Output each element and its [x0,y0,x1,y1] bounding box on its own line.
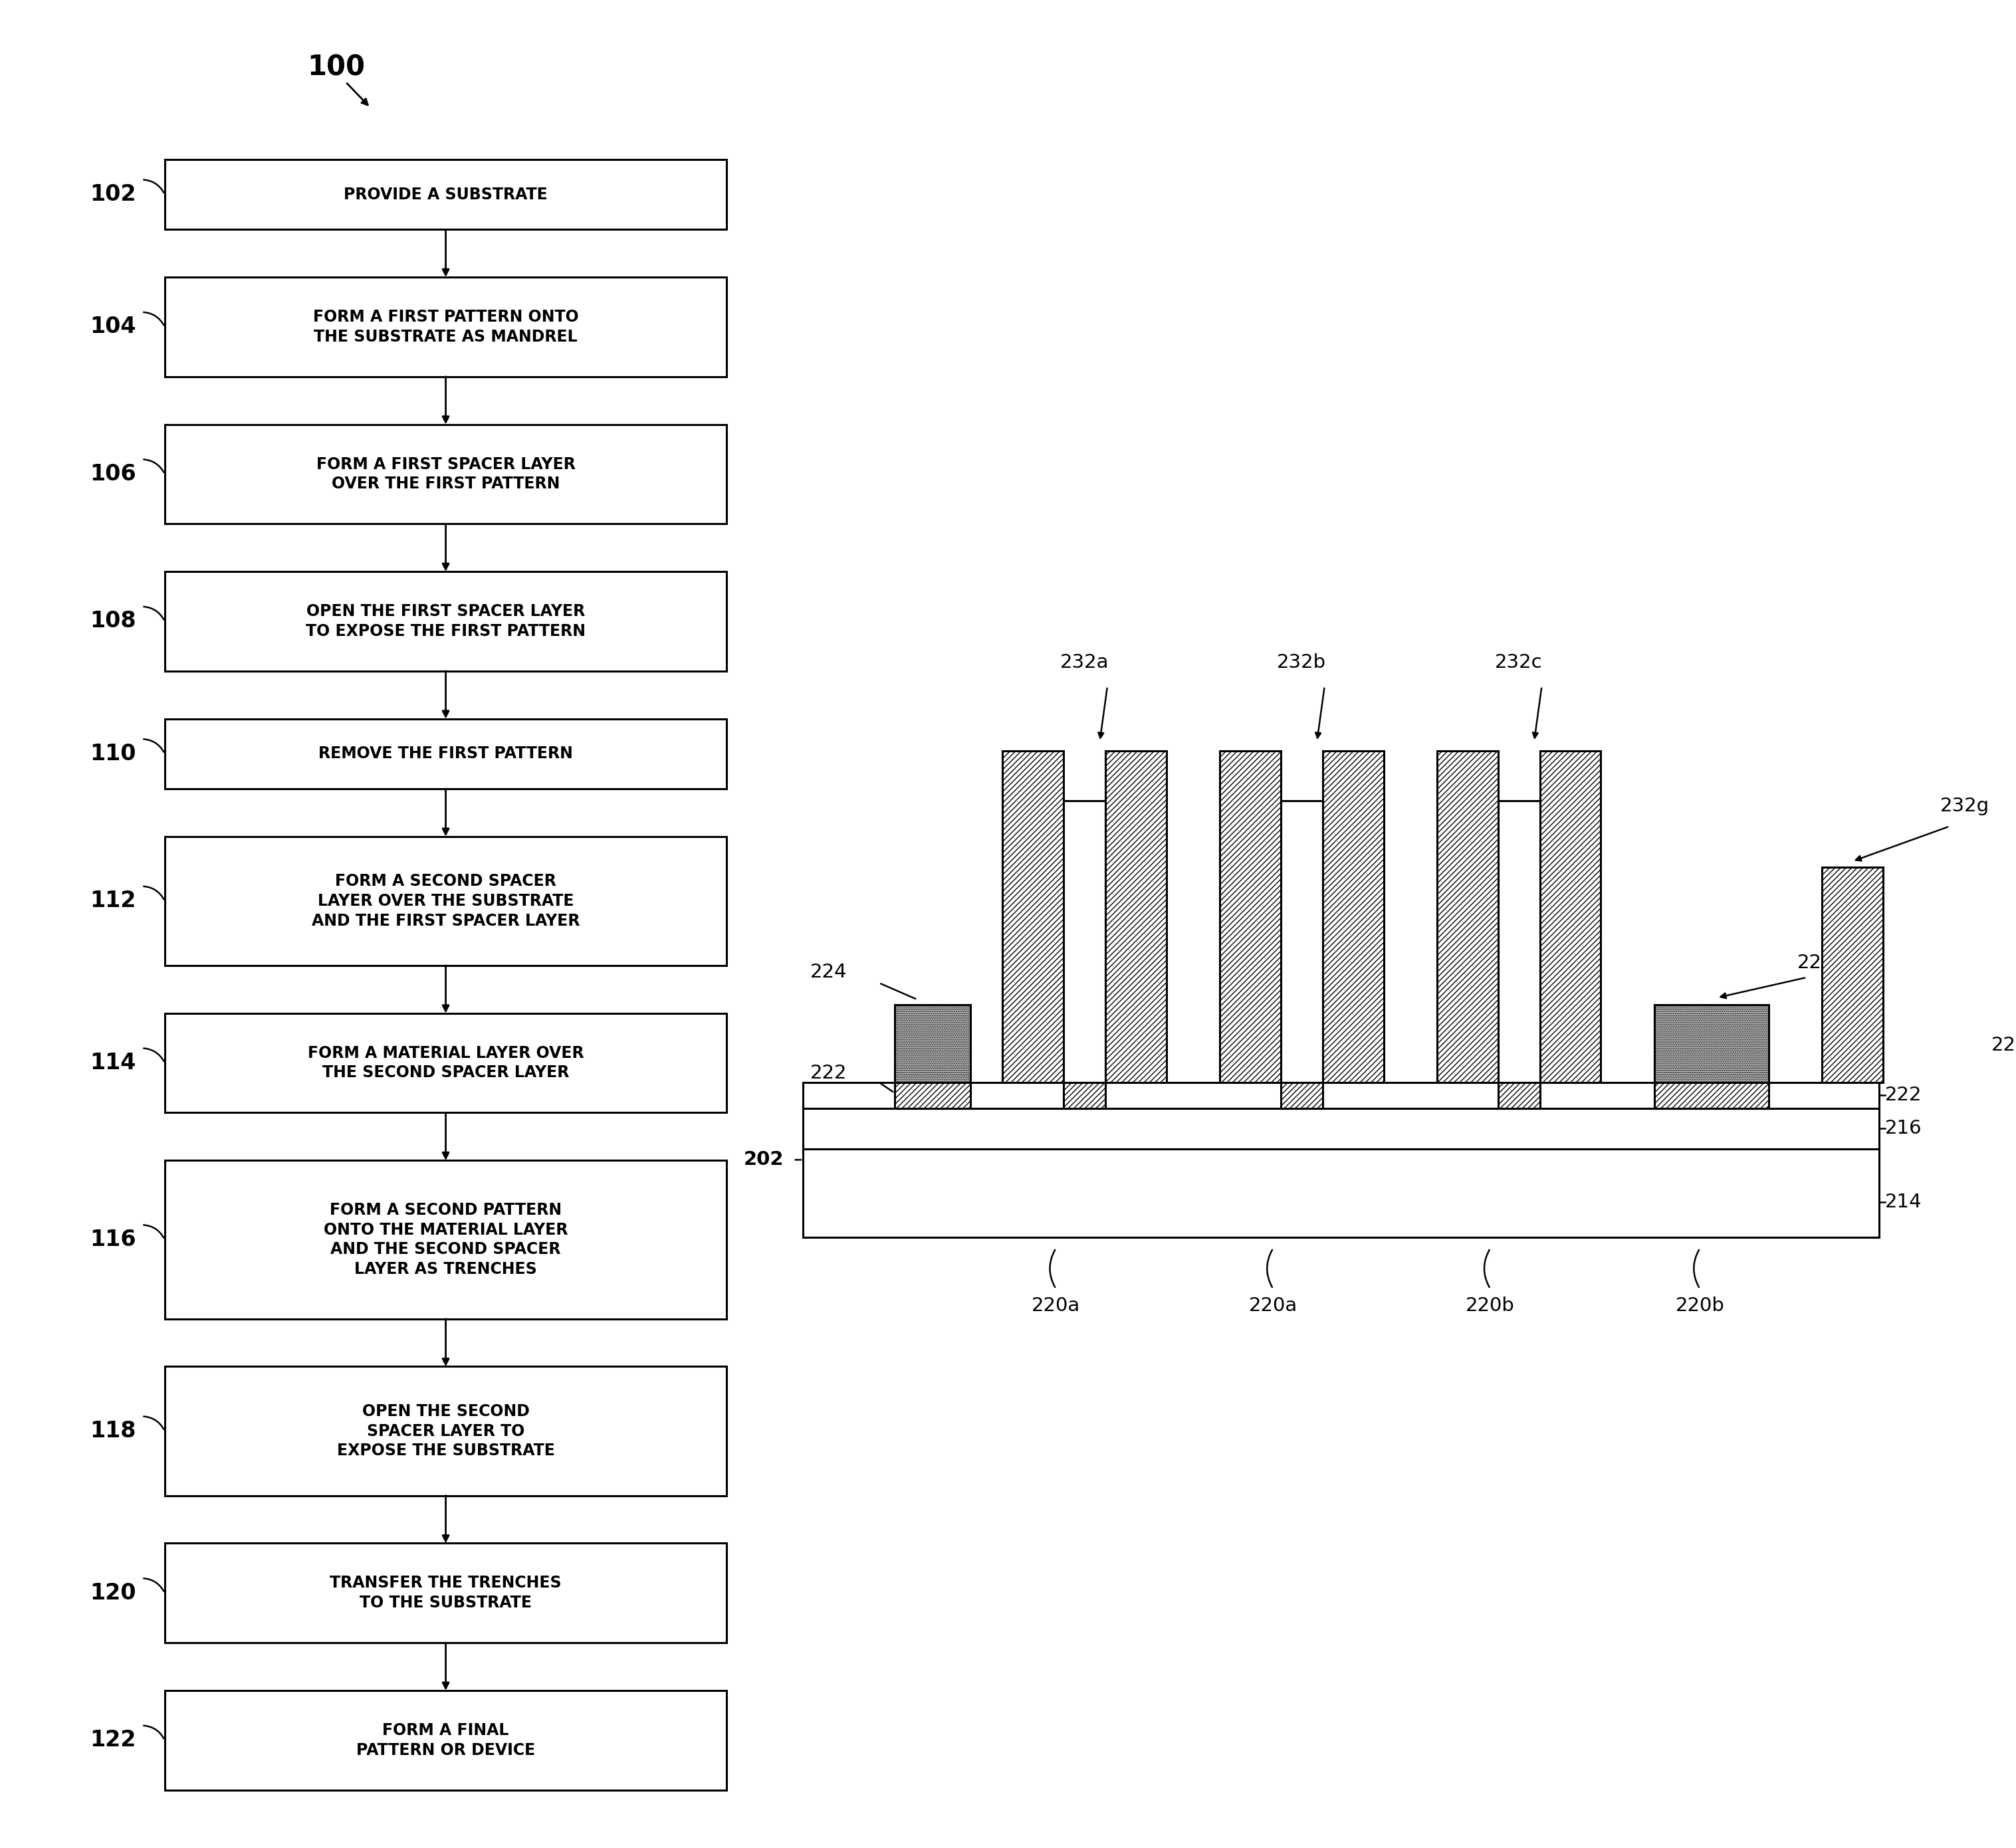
Bar [802,1109,1879,1149]
Text: REMOVE THE FIRST PATTERN: REMOVE THE FIRST PATTERN [319,747,573,761]
Text: 232g: 232g [1939,796,1990,815]
Bar [1280,1083,1322,1109]
Text: FORM A FIRST SPACER LAYER
OVER THE FIRST PATTERN: FORM A FIRST SPACER LAYER OVER THE FIRST… [317,456,575,492]
Text: 224: 224 [1992,1037,2016,1055]
Bar [1822,867,1883,1083]
Bar [1498,800,1540,1083]
Text: 120: 120 [91,1582,137,1604]
Text: 214: 214 [1885,1192,1921,1210]
Text: 220a: 220a [1032,1295,1081,1316]
Text: 116: 116 [91,1229,137,1251]
Text: 232c: 232c [1496,654,1542,673]
Bar [1437,750,1498,1083]
Bar [1498,1083,1540,1109]
Text: 220b: 220b [1675,1295,1724,1316]
Text: 102: 102 [91,183,137,205]
Bar [165,719,726,789]
Text: 110: 110 [91,743,137,765]
Text: 112: 112 [91,891,137,911]
Bar [1280,800,1322,1083]
Bar [1540,750,1601,1083]
Bar [165,1013,726,1112]
Text: 122: 122 [91,1730,137,1752]
Bar [1909,1083,1982,1109]
Bar [802,1083,1879,1109]
Text: TRANSFER THE TRENCHES
TO THE SUBSTRATE: TRANSFER THE TRENCHES TO THE SUBSTRATE [331,1574,562,1611]
Text: 224: 224 [1796,954,1835,972]
Bar [895,1005,970,1083]
Text: FORM A SECOND SPACER
LAYER OVER THE SUBSTRATE
AND THE FIRST SPACER LAYER: FORM A SECOND SPACER LAYER OVER THE SUBS… [312,874,581,930]
Text: 222: 222 [1885,1087,1921,1105]
Text: FORM A SECOND PATTERN
ONTO THE MATERIAL LAYER
AND THE SECOND SPACER
LAYER AS TRE: FORM A SECOND PATTERN ONTO THE MATERIAL … [325,1201,569,1277]
Text: 104: 104 [91,316,137,338]
Bar [1002,750,1064,1083]
Text: PROVIDE A SUBSTRATE: PROVIDE A SUBSTRATE [345,187,548,203]
Text: 220a: 220a [1248,1295,1298,1316]
Bar [165,1366,726,1495]
Text: 118: 118 [91,1419,137,1441]
Text: 232b: 232b [1276,654,1327,673]
Bar [165,1691,726,1791]
Bar [165,1161,726,1319]
Text: FORM A FIRST PATTERN ONTO
THE SUBSTRATE AS MANDREL: FORM A FIRST PATTERN ONTO THE SUBSTRATE … [312,309,579,346]
Text: 114: 114 [91,1052,137,1074]
Text: 222: 222 [810,1064,847,1083]
Bar [1655,1083,1768,1109]
Bar [165,159,726,229]
Bar [1655,1005,1768,1083]
Bar [802,1149,1879,1236]
Bar [1064,800,1105,1083]
Bar [165,277,726,377]
Bar [1220,750,1280,1083]
Text: 220b: 220b [1466,1295,1514,1316]
Text: 202: 202 [744,1151,784,1170]
Bar [1105,750,1167,1083]
Bar [895,1083,970,1109]
Text: FORM A MATERIAL LAYER OVER
THE SECOND SPACER LAYER: FORM A MATERIAL LAYER OVER THE SECOND SP… [308,1046,585,1081]
Text: 106: 106 [91,464,137,484]
Bar [1322,750,1383,1083]
Text: 108: 108 [91,610,137,632]
Text: 100: 100 [306,54,365,81]
Text: FORM A FINAL
PATTERN OR DEVICE: FORM A FINAL PATTERN OR DEVICE [357,1722,534,1757]
Bar [1064,1083,1105,1109]
Text: 232a: 232a [1060,654,1109,673]
Text: OPEN THE SECOND
SPACER LAYER TO
EXPOSE THE SUBSTRATE: OPEN THE SECOND SPACER LAYER TO EXPOSE T… [337,1403,554,1458]
Bar [165,571,726,671]
Text: 216: 216 [1885,1120,1921,1138]
Bar [165,837,726,965]
Bar [1909,1009,1982,1083]
Text: OPEN THE FIRST SPACER LAYER
TO EXPOSE THE FIRST PATTERN: OPEN THE FIRST SPACER LAYER TO EXPOSE TH… [306,604,585,639]
Bar [165,1543,726,1643]
Text: 224: 224 [810,963,847,981]
Bar [165,425,726,523]
